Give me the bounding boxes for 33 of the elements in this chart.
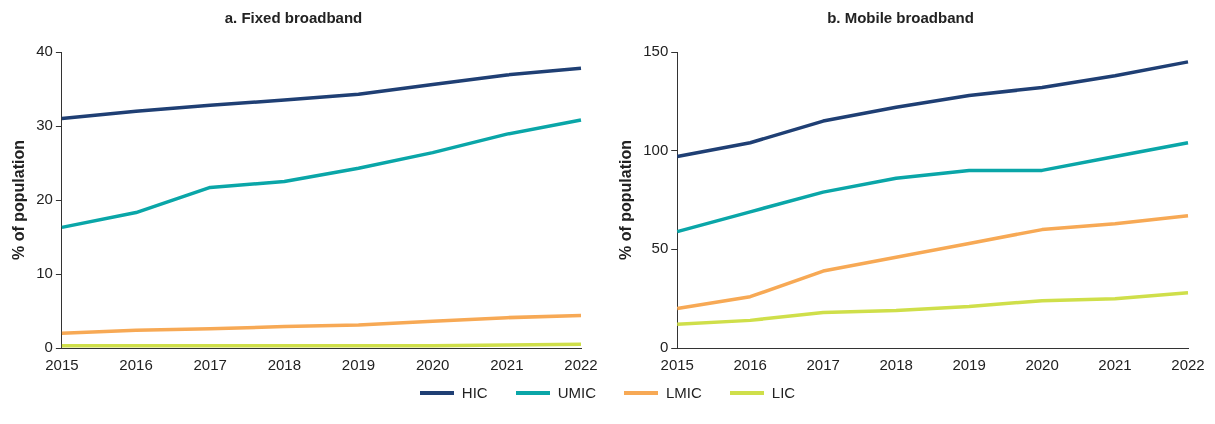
x-tick-label: 2017	[193, 356, 227, 374]
y-tick-label: 50	[651, 239, 669, 257]
x-tick-label: 2021	[1098, 356, 1132, 374]
x-tick-label: 2021	[490, 356, 524, 374]
legend-label: HIC	[461, 384, 488, 401]
y-tick-label: 0	[659, 338, 669, 356]
x-tick-label: 2018	[267, 356, 302, 374]
y-tick-label: 40	[36, 42, 53, 60]
y-tick-label: 150	[643, 42, 669, 60]
y-axis-title: % of population	[10, 140, 28, 260]
y-tick-label: 0	[44, 338, 53, 356]
x-tick-label: 2020	[415, 356, 450, 374]
x-tick-label: 2015	[45, 356, 79, 374]
legend-label: UMIC	[557, 384, 596, 401]
x-tick-label: 2019	[952, 356, 986, 374]
x-tick-label: 2017	[806, 356, 840, 374]
legend-label: LMIC	[665, 384, 702, 401]
y-tick-label: 100	[643, 140, 669, 158]
x-tick-label: 2016	[733, 356, 767, 374]
y-axis-title: % of population	[617, 140, 635, 260]
x-tick-label: 2015	[660, 356, 694, 374]
x-tick-label: 2019	[341, 356, 376, 374]
y-tick-label: 20	[36, 190, 53, 208]
y-tick-label: 30	[36, 116, 53, 134]
x-tick-label: 2016	[119, 356, 153, 374]
x-tick-label: 2022	[1171, 356, 1205, 374]
x-tick-label: 2020	[1025, 356, 1059, 374]
y-tick-label: 10	[36, 264, 53, 282]
chart-title: a. Fixed broadband	[224, 9, 363, 27]
x-tick-label: 2022	[564, 356, 598, 374]
x-tick-label: 2018	[879, 356, 913, 374]
legend-label: LIC	[771, 384, 796, 401]
chart-title: b. Mobile broadband	[827, 9, 974, 27]
